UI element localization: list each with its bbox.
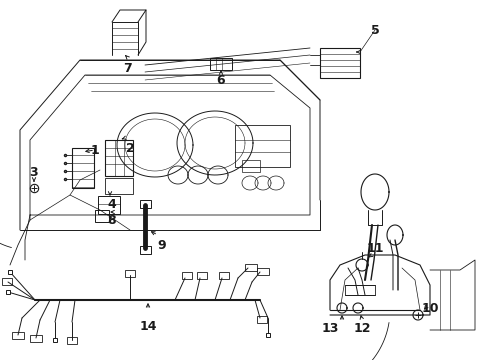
Bar <box>242 160 260 172</box>
Text: 2: 2 <box>125 141 134 154</box>
Text: 10: 10 <box>420 302 438 315</box>
Bar <box>257 268 268 275</box>
Bar <box>105 178 133 194</box>
Bar <box>209 58 231 70</box>
Bar <box>2 278 12 285</box>
Bar <box>140 200 151 208</box>
Text: 1: 1 <box>90 144 99 157</box>
Text: 14: 14 <box>139 320 157 333</box>
Bar <box>67 337 77 344</box>
Bar <box>12 332 24 339</box>
Bar <box>219 272 228 279</box>
Bar <box>95 210 109 222</box>
Text: 8: 8 <box>107 213 116 226</box>
Bar <box>257 316 266 323</box>
Bar <box>235 125 289 167</box>
Text: 3: 3 <box>30 166 38 179</box>
Text: 13: 13 <box>321 321 338 334</box>
Bar <box>30 335 42 342</box>
Text: 6: 6 <box>216 73 225 86</box>
Text: 12: 12 <box>352 321 370 334</box>
Text: 4: 4 <box>107 198 116 211</box>
Bar <box>140 246 151 254</box>
Bar <box>182 272 192 279</box>
Bar <box>105 140 133 176</box>
Bar <box>345 285 374 295</box>
Bar <box>125 270 135 277</box>
Text: 11: 11 <box>366 242 383 255</box>
Bar <box>319 48 359 78</box>
Text: 5: 5 <box>370 23 379 36</box>
Text: 9: 9 <box>157 239 166 252</box>
Text: 7: 7 <box>123 62 132 75</box>
Bar <box>72 148 94 188</box>
Bar <box>197 272 206 279</box>
Bar <box>98 196 120 214</box>
Bar <box>244 264 257 271</box>
